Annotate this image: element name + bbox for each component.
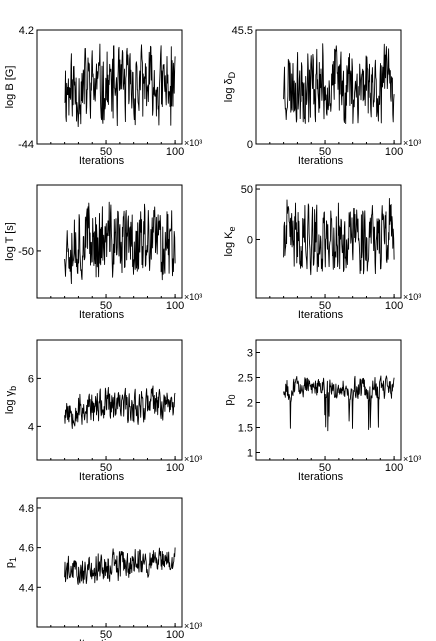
trace-plot-4: 50 100 50 0 Iterations ×10³ log Ke xyxy=(223,184,421,321)
plot-frame xyxy=(36,497,183,628)
mcmc-trace-line xyxy=(64,201,176,285)
x-tick-label: 50 xyxy=(319,300,331,312)
trace-plot-1: 50 100 4.2 -44 Iterations ×10³ log B [G] xyxy=(4,25,202,167)
y-tick-label: 4.8 xyxy=(19,503,34,515)
y-tick-label: 4.4 xyxy=(19,582,34,594)
x-tick-label: 100 xyxy=(166,629,184,641)
mcmc-trace-line xyxy=(64,547,176,585)
trace-plot-7: 50 100 4.8 4.6 4.4 Iterations ×10³ p1 xyxy=(4,497,202,641)
x-tick-label: 50 xyxy=(100,146,112,158)
x-tick-label: 50 xyxy=(319,146,331,158)
mcmc-trace-line xyxy=(283,43,395,125)
x-tick-label: 100 xyxy=(166,300,184,312)
x-tick-label: 100 xyxy=(166,462,184,474)
y-tick-label: 3 xyxy=(247,348,253,360)
y-axis-label: log γb xyxy=(4,386,18,414)
y-tick-label: -44 xyxy=(18,139,34,151)
y-axis-label: log δD xyxy=(223,71,237,102)
y-tick-label: 6 xyxy=(28,373,34,385)
x-tick-label: 50 xyxy=(100,462,112,474)
y-tick-label: 4 xyxy=(28,421,34,433)
x-tick-label: 50 xyxy=(319,462,331,474)
x-axis-label: Iterations xyxy=(79,638,125,641)
mcmc-trace-line xyxy=(283,375,395,432)
plot-frame xyxy=(36,184,183,299)
x-axis-label: Iterations xyxy=(79,155,125,167)
x-axis-label: Iterations xyxy=(298,471,344,483)
plot-frame xyxy=(255,184,402,299)
y-tick-label: 2.5 xyxy=(238,373,253,385)
x-tick-label: 100 xyxy=(385,300,403,312)
x-axis-label: Iterations xyxy=(79,309,125,321)
y-axis-label: p0 xyxy=(223,394,237,405)
x-axis-label: Iterations xyxy=(298,309,344,321)
y-tick-label: 0 xyxy=(247,234,253,246)
x-tick-label: 100 xyxy=(385,462,403,474)
mcmc-trace-line xyxy=(64,385,176,430)
trace-plot-3: 50 100 -50 Iterations ×10³ log T [s] xyxy=(4,184,202,321)
mcmc-trace-line xyxy=(64,43,176,128)
y-tick-label: 4.2 xyxy=(19,25,34,37)
trace-plot-6: 50 100 3 2.5 2 1.5 1 Iterations ×10³ p0 xyxy=(223,339,421,483)
plot-frame xyxy=(255,29,402,145)
x-multiplier-label: ×10³ xyxy=(184,138,202,148)
y-tick-label: 4.6 xyxy=(19,543,34,555)
x-tick-label: 50 xyxy=(100,629,112,641)
x-axis-label: Iterations xyxy=(79,471,125,483)
y-tick-label: 0 xyxy=(247,139,253,151)
x-axis-label: Iterations xyxy=(298,155,344,167)
x-multiplier-label: ×10³ xyxy=(184,621,202,631)
x-multiplier-label: ×10³ xyxy=(403,138,421,148)
x-multiplier-label: ×10³ xyxy=(184,292,202,302)
y-axis-label: log B [G] xyxy=(4,66,16,109)
x-multiplier-label: ×10³ xyxy=(184,454,202,464)
y-axis-label: p1 xyxy=(4,557,18,568)
trace-plot-2: 50 100 45.5 0 Iterations ×10³ log δD xyxy=(223,25,421,167)
plot-frame xyxy=(255,339,402,461)
x-multiplier-label: ×10³ xyxy=(403,454,421,464)
x-tick-label: 50 xyxy=(100,300,112,312)
y-axis-label: log T [s] xyxy=(4,222,16,261)
y-axis-label: log Ke xyxy=(223,226,237,256)
plot-frame xyxy=(36,29,183,145)
trace-plot-5: 50 100 6 4 Iterations ×10³ log γb xyxy=(4,339,202,483)
mcmc-trace-line xyxy=(283,198,395,276)
x-multiplier-label: ×10³ xyxy=(403,292,421,302)
y-tick-label: 45.5 xyxy=(232,25,253,37)
y-tick-label: 1.5 xyxy=(238,423,253,435)
x-tick-label: 100 xyxy=(385,146,403,158)
y-tick-label: -50 xyxy=(18,246,34,258)
x-tick-label: 100 xyxy=(166,146,184,158)
y-tick-label: 2 xyxy=(247,398,253,410)
y-tick-label: 50 xyxy=(241,184,253,196)
y-tick-label: 1 xyxy=(247,448,253,460)
plot-frame xyxy=(36,339,183,461)
